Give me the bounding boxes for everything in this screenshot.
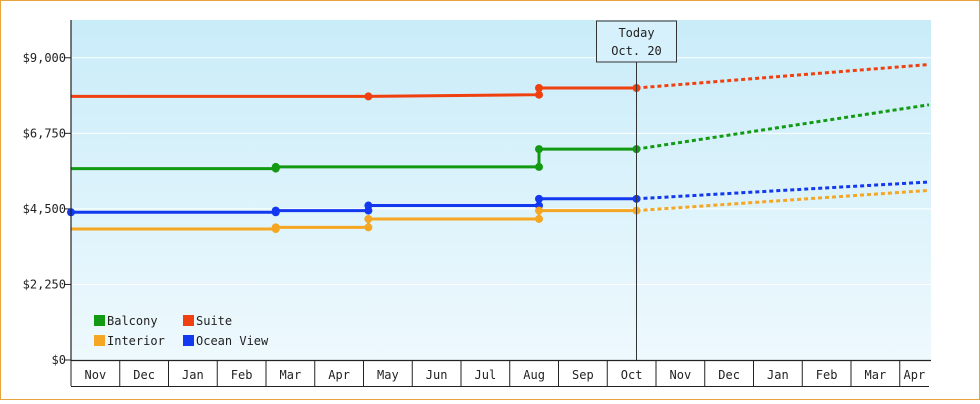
x-tick-label: May bbox=[377, 368, 399, 382]
legend-label: Ocean View bbox=[196, 334, 269, 348]
today-label: Today bbox=[618, 26, 654, 40]
y-tick-label: $9,000 bbox=[23, 51, 66, 65]
x-tick-label: Nov bbox=[85, 368, 107, 382]
series-marker bbox=[364, 214, 373, 223]
series-marker bbox=[271, 223, 280, 232]
series-marker bbox=[364, 201, 373, 210]
series-marker bbox=[271, 206, 280, 215]
x-tick-label: Sep bbox=[572, 368, 594, 382]
series-marker bbox=[364, 223, 373, 232]
legend-swatch bbox=[94, 335, 105, 346]
legend-swatch bbox=[183, 315, 194, 326]
series-forecast-line bbox=[636, 103, 930, 151]
x-tick-label: Dec bbox=[133, 368, 155, 382]
series-marker bbox=[535, 162, 543, 171]
series-marker bbox=[535, 90, 543, 99]
x-tick-label: Jul bbox=[475, 368, 497, 382]
plot-area bbox=[71, 20, 931, 360]
series-marker bbox=[535, 145, 543, 154]
y-tick-label: $0 bbox=[52, 353, 66, 367]
series-marker bbox=[535, 214, 543, 223]
x-tick-label: Jan bbox=[767, 368, 789, 382]
legend-label: Interior bbox=[107, 334, 165, 348]
legend-label: Balcony bbox=[107, 314, 158, 328]
x-tick-label: Feb bbox=[816, 368, 838, 382]
today-date: Oct. 20 bbox=[611, 44, 662, 58]
series-marker bbox=[535, 84, 543, 92]
series-marker bbox=[364, 92, 373, 101]
x-tick-label: Aug bbox=[523, 368, 545, 382]
series-marker bbox=[535, 194, 543, 203]
x-tick-label: Apr bbox=[904, 368, 926, 382]
x-tick-label: Apr bbox=[328, 368, 350, 382]
legend-swatch bbox=[183, 335, 194, 346]
y-tick-label: $4,500 bbox=[23, 202, 66, 216]
x-tick-label: Mar bbox=[865, 368, 887, 382]
x-tick-label: Dec bbox=[718, 368, 740, 382]
x-tick-label: Jan bbox=[182, 368, 204, 382]
series-marker bbox=[271, 162, 280, 171]
today-box bbox=[596, 20, 677, 63]
x-tick-label: Oct bbox=[621, 368, 643, 382]
series-marker bbox=[535, 206, 543, 215]
x-tick-label: Feb bbox=[231, 368, 253, 382]
legend-swatch bbox=[94, 315, 105, 326]
y-tick-label: $2,250 bbox=[23, 277, 66, 291]
series-history-line bbox=[71, 147, 637, 171]
x-tick-label: Jun bbox=[426, 368, 448, 382]
legend-label: Suite bbox=[196, 314, 232, 328]
y-tick-label: $6,750 bbox=[23, 126, 66, 140]
x-tick-label: Mar bbox=[280, 368, 302, 382]
x-tick-label: Nov bbox=[670, 368, 692, 382]
